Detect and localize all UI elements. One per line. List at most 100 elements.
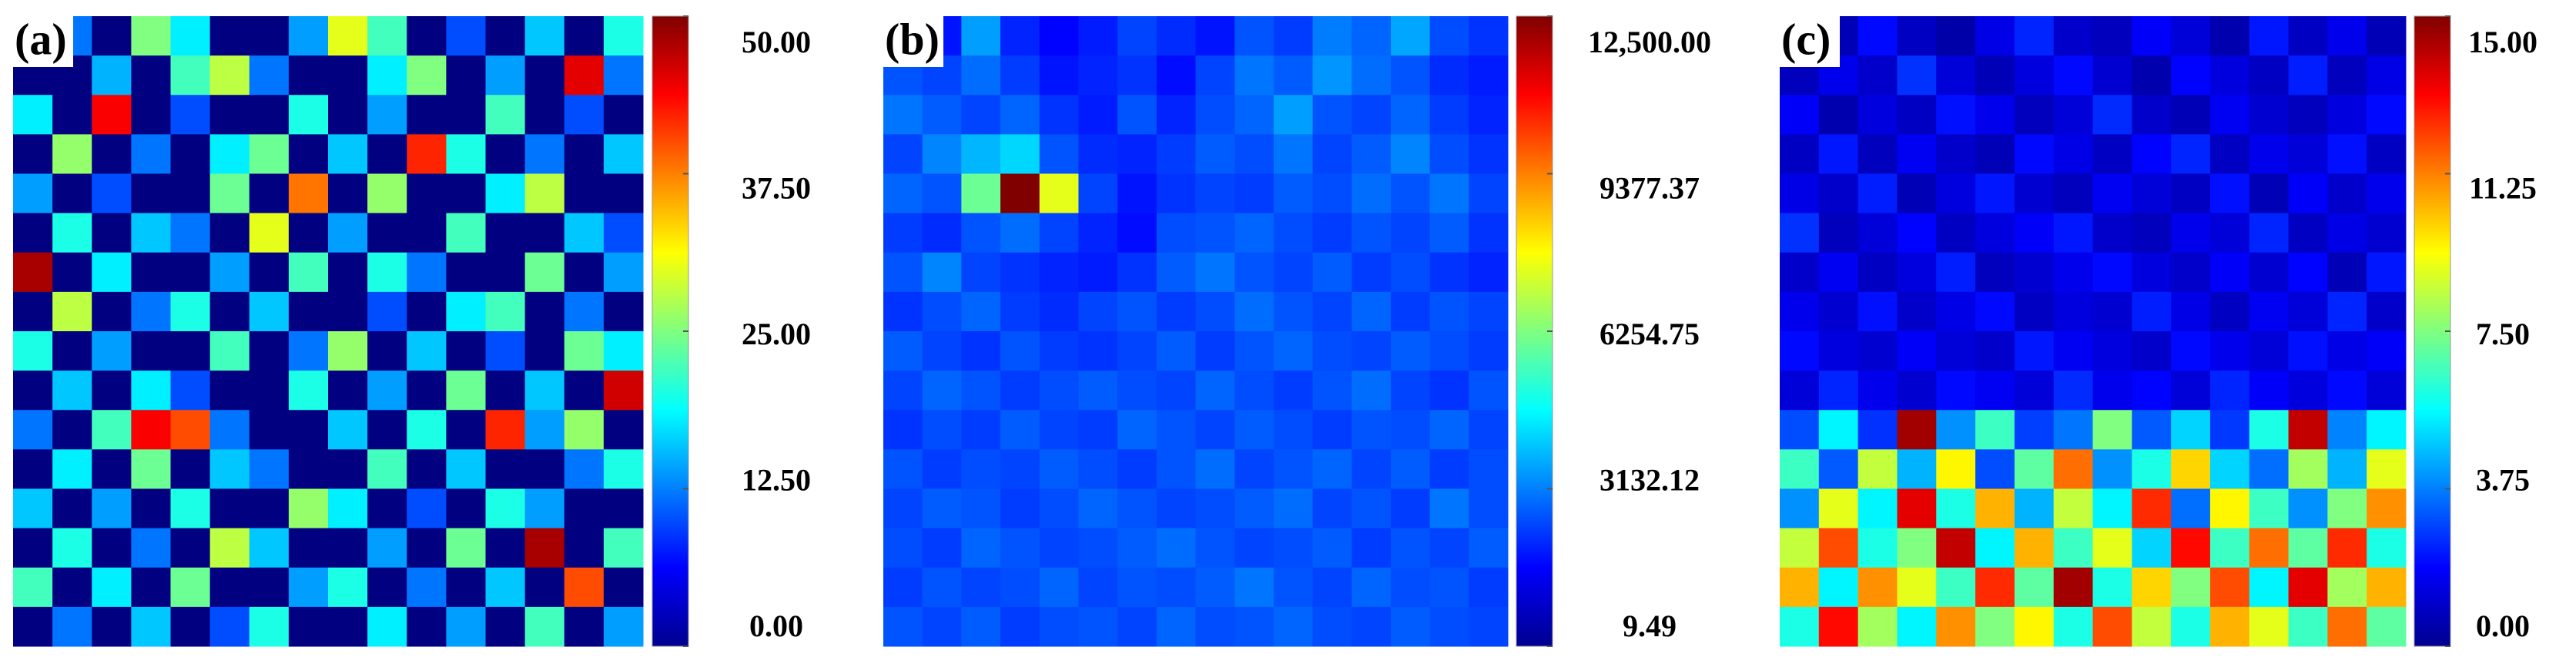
heat-cell (1352, 16, 1392, 56)
heat-cell (1897, 134, 1937, 174)
heat-cell (1234, 252, 1275, 293)
heat-cell (1195, 331, 1235, 371)
heat-cell (2171, 567, 2211, 608)
heat-cell (485, 331, 526, 371)
heat-cell (1352, 95, 1392, 135)
heat-cell (922, 449, 962, 489)
heat-cell (524, 173, 565, 214)
heat-cell (328, 173, 368, 214)
heat-cell (1195, 173, 1235, 214)
heat-cell (1818, 291, 1859, 332)
heat-cell (883, 213, 923, 253)
heat-cell (13, 528, 53, 568)
heat-cell (367, 95, 407, 135)
heat-cell (2209, 528, 2250, 568)
heat-cell (2132, 213, 2172, 253)
heat-cell (603, 173, 644, 214)
heat-cell (2209, 55, 2250, 96)
heat-cell (1234, 291, 1275, 332)
heat-cell (92, 291, 132, 332)
heat-cell (131, 134, 171, 174)
heat-cell (1195, 213, 1235, 253)
heat-cell (1780, 567, 1820, 608)
heat-cell (1000, 331, 1040, 371)
heat-cell (1312, 528, 1352, 568)
heat-cell (1429, 134, 1469, 174)
heat-cell (2327, 606, 2367, 647)
heat-cell (1117, 331, 1157, 371)
heat-cell (1000, 410, 1040, 450)
heat-cell (564, 173, 605, 214)
heat-cell (209, 528, 250, 568)
heat-cell (1818, 606, 1859, 647)
heat-cell (1000, 55, 1040, 96)
heat-cell (2288, 134, 2328, 174)
heat-cell (961, 606, 1001, 647)
heat-cell (1156, 16, 1196, 56)
heat-cell (407, 488, 447, 529)
heat-cell (485, 213, 526, 253)
heat-cell (209, 331, 250, 371)
heat-cell (52, 173, 92, 214)
heat-cell (1857, 291, 1898, 332)
heat-cell (1780, 252, 1820, 293)
heat-cell (1234, 371, 1275, 411)
heat-cell (1390, 55, 1431, 96)
heat-cell (2132, 173, 2172, 214)
heat-cell (1039, 291, 1079, 332)
heat-cell (2367, 95, 2407, 135)
heat-cell (524, 331, 565, 371)
colorbar (1516, 15, 1553, 647)
colorbar-tick-label: 6254.75 (1600, 317, 1700, 351)
heat-cell (2249, 371, 2290, 411)
heat-cell (1352, 449, 1392, 489)
heat-cell (1780, 606, 1820, 647)
heat-cell (1039, 449, 1079, 489)
heat-cell (524, 291, 565, 332)
heat-cell (407, 134, 447, 174)
heat-cell (922, 95, 962, 135)
heat-cell (446, 95, 486, 135)
heat-cell (961, 252, 1001, 293)
heat-cell (2249, 173, 2290, 214)
colorbar-tick-label: 0.00 (2476, 609, 2530, 643)
heat-cell (2092, 213, 2132, 253)
heat-cell (2171, 134, 2211, 174)
heat-cell (1312, 173, 1352, 214)
heat-cell (1975, 606, 2015, 647)
heat-cell (961, 16, 1001, 56)
heat-cell (1897, 213, 1937, 253)
heat-cell (2014, 371, 2055, 411)
heat-cell (1390, 371, 1431, 411)
heat-cell (367, 488, 407, 529)
heat-cell (2053, 528, 2093, 568)
heat-cell (2132, 331, 2172, 371)
heat-cell (1234, 410, 1275, 450)
heat-cell (2053, 55, 2093, 96)
heat-cell (92, 331, 132, 371)
heat-cell (2132, 410, 2172, 450)
heat-cell (1039, 95, 1079, 135)
heat-cell (249, 331, 290, 371)
heat-cell (2249, 410, 2290, 450)
heat-cell (407, 173, 447, 214)
heat-cell (1390, 213, 1431, 253)
heat-cell (249, 134, 290, 174)
heat-cell (1897, 331, 1937, 371)
heat-cell (2249, 567, 2290, 608)
heat-cell (2053, 291, 2093, 332)
heat-cell (1195, 134, 1235, 174)
colorbar-tick-label: 7.50 (2476, 317, 2530, 351)
heat-cell (1039, 16, 1079, 56)
colorbar-tick-label: 0.00 (749, 609, 803, 643)
heat-cell (2367, 331, 2407, 371)
heat-cell (131, 567, 171, 608)
heat-cell (407, 291, 447, 332)
heat-cell (1156, 331, 1196, 371)
heat-cell (1195, 291, 1235, 332)
heat-cell (922, 173, 962, 214)
heat-cell (1897, 173, 1937, 214)
heat-cell (1000, 173, 1040, 214)
heat-cell (1936, 134, 1976, 174)
heat-cell (328, 488, 368, 529)
